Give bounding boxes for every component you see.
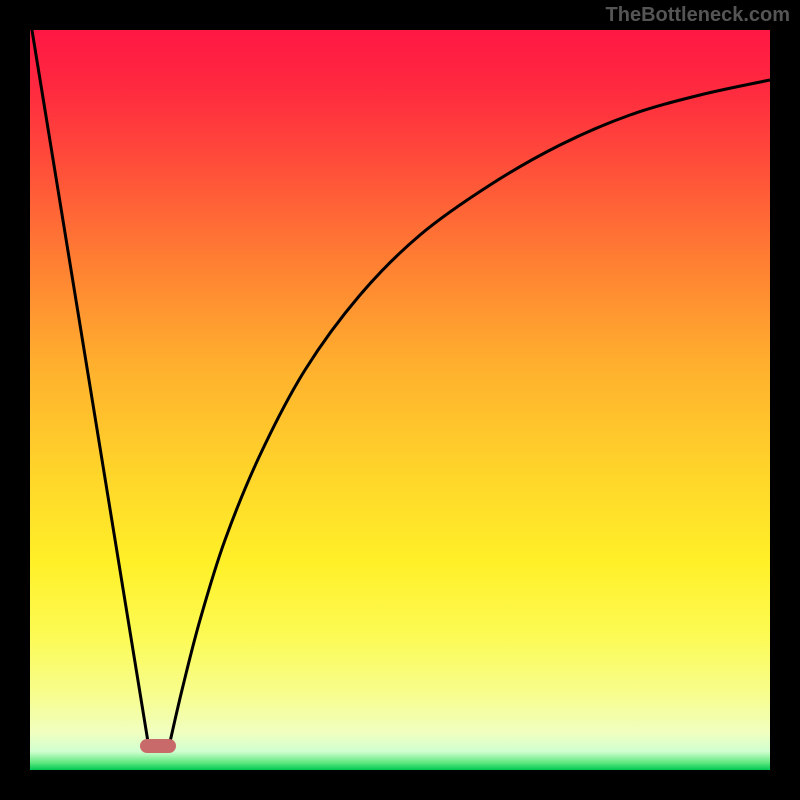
chart-container: TheBottleneck.com bbox=[0, 0, 800, 800]
trough-marker bbox=[0, 0, 800, 800]
watermark-text: TheBottleneck.com bbox=[606, 4, 790, 27]
